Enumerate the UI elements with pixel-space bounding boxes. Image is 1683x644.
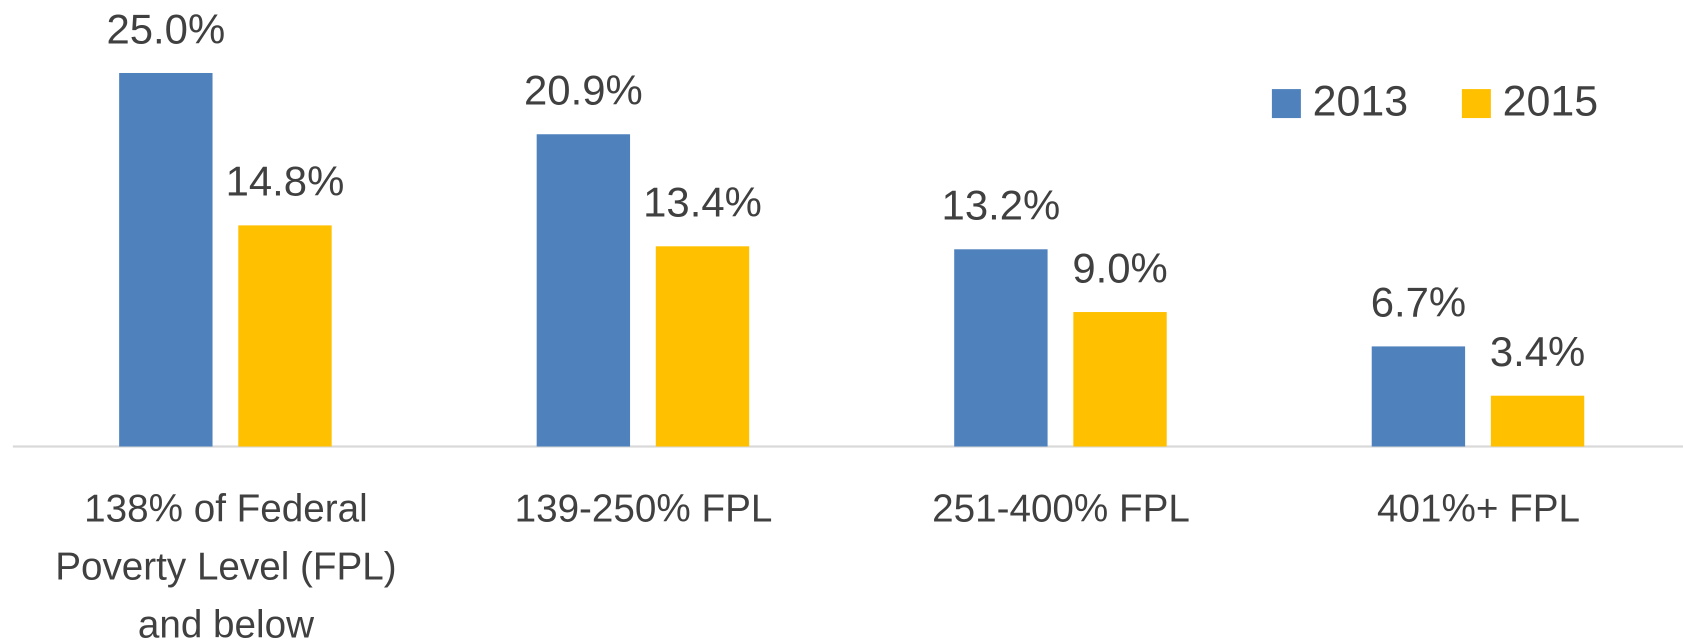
- data-label: 9.0%: [1072, 244, 1167, 291]
- x-tick-label: 138% of Federal Poverty Level (FPL) and …: [55, 486, 397, 644]
- data-label: 13.2%: [942, 182, 1061, 229]
- x-tick-label: 401%+ FPL: [1377, 486, 1581, 531]
- data-label: 20.9%: [524, 67, 643, 114]
- data-label: 13.4%: [643, 179, 762, 226]
- data-label: 3.4%: [1490, 328, 1585, 375]
- bar: [954, 249, 1048, 447]
- bar: [1073, 312, 1167, 447]
- legend-label: 2013: [1313, 77, 1408, 125]
- x-tick-label-box: 138% of Federal Poverty Level (FPL) and …: [55, 486, 397, 644]
- bar: [1490, 395, 1585, 447]
- bar: [119, 72, 213, 447]
- legend-swatch: [1461, 89, 1491, 119]
- x-tick-label-box: 251-400% FPL: [932, 486, 1190, 531]
- legend-swatch: [1271, 89, 1301, 119]
- legend-label: 2015: [1503, 77, 1598, 125]
- x-tick-label: 139-250% FPL: [514, 486, 773, 531]
- bar: [655, 246, 750, 447]
- x-tick-label-box: 401%+ FPL: [1377, 486, 1581, 531]
- bar: [1371, 346, 1466, 447]
- x-tick-label-box: 139-250% FPL: [514, 486, 773, 531]
- bar: [536, 134, 631, 447]
- bar: [238, 225, 332, 447]
- data-label: 25.0%: [106, 5, 225, 52]
- data-label: 14.8%: [226, 158, 345, 205]
- data-label: 6.7%: [1371, 279, 1466, 326]
- x-tick-label: 251-400% FPL: [932, 486, 1190, 531]
